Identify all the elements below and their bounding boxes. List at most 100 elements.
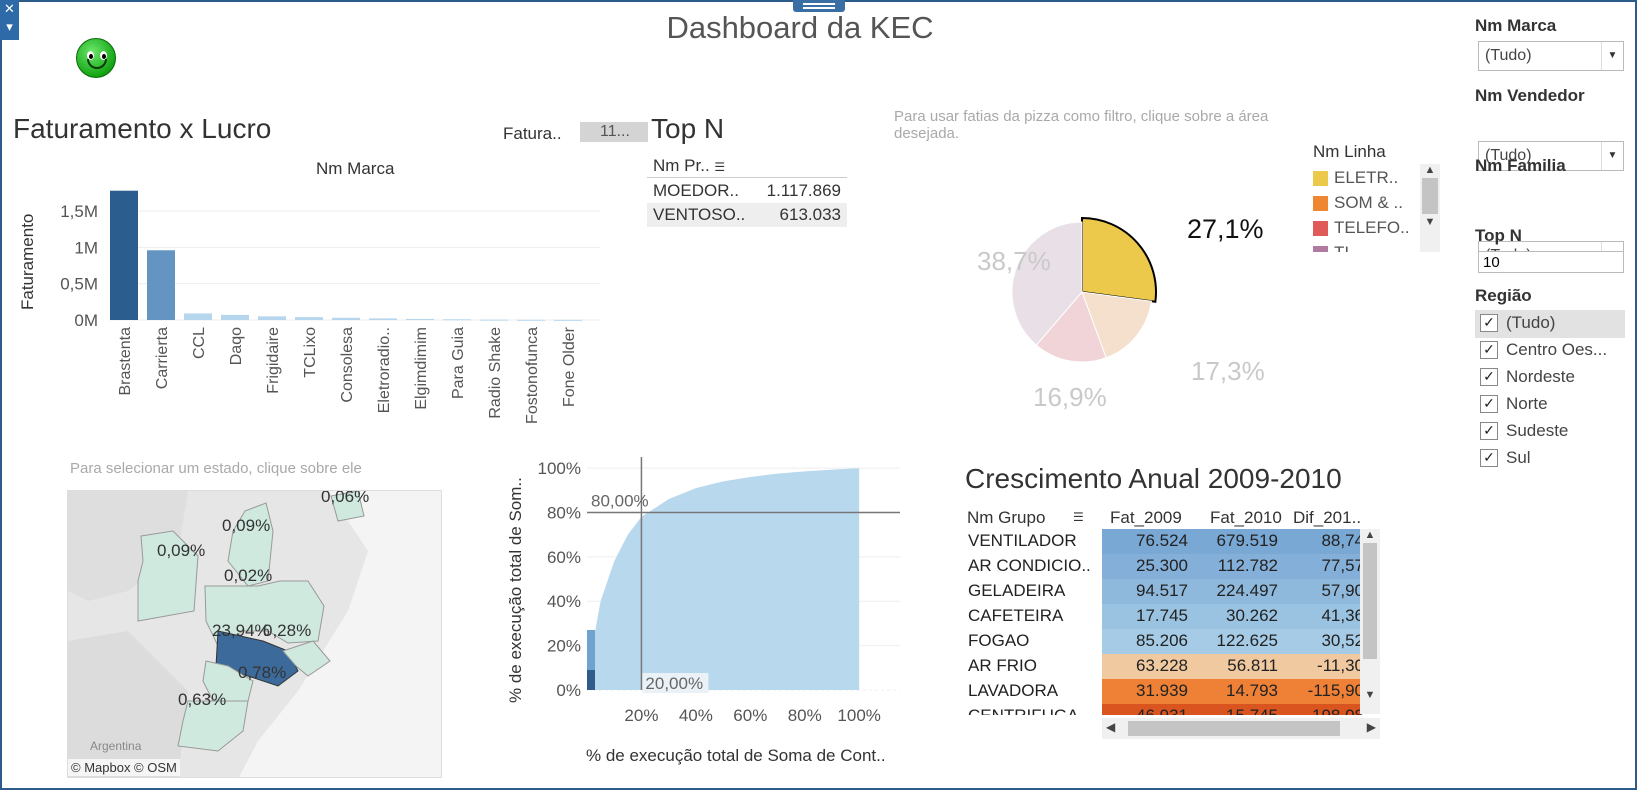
pie-slice[interactable] xyxy=(1035,291,1107,363)
pie-slice[interactable] xyxy=(1081,291,1152,359)
checkbox-icon[interactable]: ✓ xyxy=(1480,421,1498,440)
bar-chart[interactable]: 1,5M 1M 0,5M 0M Brastenta Carrierta CCL Daqo Fr… xyxy=(0,170,620,440)
cell-grupo: LAVADORA xyxy=(968,681,1059,700)
x-tick-label: 20% xyxy=(624,706,658,725)
bar[interactable] xyxy=(258,316,286,320)
map-hint: Para selecionar um estado, clique sobre … xyxy=(70,460,362,477)
pie-hint: Para usar fatias da pizza como filtro, c… xyxy=(894,108,1269,142)
legend-item[interactable]: TELEFO.. xyxy=(1313,218,1410,240)
pareto-area[interactable] xyxy=(587,468,860,690)
region-option-sul[interactable]: ✓ Sul xyxy=(1480,447,1626,473)
map-shapes[interactable] xyxy=(68,491,442,778)
legend-label: ELETR.. xyxy=(1334,168,1399,187)
scroll-left-icon[interactable]: ◀ xyxy=(1106,720,1116,734)
bar[interactable] xyxy=(443,319,471,321)
table-vscrollbar[interactable]: ▲ ▼ xyxy=(1360,529,1380,714)
scroll-thumb[interactable] xyxy=(1422,178,1438,214)
table-row[interactable]: AR FRIO 63.228 56.811 -11,30 xyxy=(960,654,1380,679)
topn-value: 613.033 xyxy=(779,205,841,224)
table-row[interactable]: GELADEIRA 94.517 224.497 57,90 xyxy=(960,579,1380,604)
checkbox-icon[interactable]: ✓ xyxy=(1480,448,1498,467)
table-row[interactable]: CAFETEIRA 17.745 30.262 41,36 xyxy=(960,604,1380,629)
checkbox-icon[interactable]: ✓ xyxy=(1480,367,1498,386)
scroll-up-icon[interactable]: ▲ xyxy=(1424,164,1436,176)
table-row[interactable]: MOEDOR.. 1.117.869 xyxy=(647,179,847,203)
col-header-dif[interactable]: Dif_201.. xyxy=(1293,508,1362,527)
bar[interactable] xyxy=(554,319,582,321)
crescimento-table: VENTILADOR 76.524 679.519 88,74 AR CONDICIO.… xyxy=(960,529,1380,715)
chevron-down-icon[interactable]: ▼ xyxy=(1601,142,1623,170)
filter-marca-select[interactable]: (Tudo) ▼ xyxy=(1478,41,1624,71)
bar[interactable] xyxy=(406,318,434,320)
map-attribution[interactable]: © Mapbox © OSM xyxy=(68,759,180,776)
x-tick-label: Frigidaire xyxy=(265,327,282,394)
map[interactable]: 0,06% 0,09% 0,09% 0,02% 23,94% 0,28% 0,7… xyxy=(67,490,442,778)
sort-icon[interactable]: ☰ xyxy=(1073,510,1084,524)
legend-swatch xyxy=(1313,171,1328,187)
col-header-grupo[interactable]: Nm Grupo xyxy=(967,508,1046,527)
scroll-thumb[interactable] xyxy=(1128,721,1340,736)
faturamento-param-value[interactable]: 11... xyxy=(580,122,648,142)
scroll-down-icon[interactable]: ▼ xyxy=(1364,689,1376,701)
checkbox-icon[interactable]: ✓ xyxy=(1480,394,1498,413)
bar[interactable] xyxy=(295,317,323,320)
scroll-down-icon[interactable]: ▼ xyxy=(1424,216,1436,228)
bar[interactable] xyxy=(147,250,175,320)
legend-scrollbar[interactable]: ▲ ▼ xyxy=(1420,164,1440,252)
pareto-x-axis-label: % de execução total de Soma de Cont.. xyxy=(586,746,886,765)
table-row[interactable]: VENTOSO.. 613.033 xyxy=(647,203,847,227)
cell-dif: 30,52 xyxy=(1321,631,1364,650)
pie-slice[interactable] xyxy=(1081,216,1157,303)
pareto-chart[interactable]: 80,00% 20,00% 100% 80% 60% 40% 20% 0% 20% 40% 60%… xyxy=(530,455,930,755)
reference-label-x: 20,00% xyxy=(645,674,703,693)
checkbox-icon[interactable]: ✓ xyxy=(1480,313,1498,332)
legend-label: SOM & .. xyxy=(1334,193,1403,212)
cell-f2009: 76.524 xyxy=(1136,531,1188,550)
col-header-fat2009[interactable]: Fat_2009 xyxy=(1110,508,1182,527)
filter-vendedor-select[interactable]: (Tudo) ▼ xyxy=(1478,141,1624,171)
bar[interactable] xyxy=(332,317,360,320)
map-label: 0,78% xyxy=(238,663,287,682)
map-label: 0,28% xyxy=(263,621,312,640)
drag-handle[interactable] xyxy=(793,0,845,12)
table-row[interactable]: AR CONDICIO.. 25.300 112.782 77,57 xyxy=(960,554,1380,579)
legend-item[interactable]: ELETR.. xyxy=(1313,168,1398,190)
table-row[interactable]: LAVADORA 31.939 14.793 -115,90 xyxy=(960,679,1380,704)
bar[interactable] xyxy=(517,319,545,321)
region-option-tudo[interactable]: ✓ (Tudo) xyxy=(1480,312,1626,338)
scroll-up-icon[interactable]: ▲ xyxy=(1364,529,1376,541)
legend-item[interactable]: SOM & .. xyxy=(1313,193,1403,215)
filter-topn-input[interactable] xyxy=(1478,251,1624,273)
sort-icon[interactable]: ☰ xyxy=(714,160,726,174)
legend-item[interactable]: TI xyxy=(1313,243,1349,252)
region-option-norte[interactable]: ✓ Norte xyxy=(1480,393,1626,419)
scroll-right-icon[interactable]: ▶ xyxy=(1366,720,1376,734)
checkbox-icon[interactable]: ✓ xyxy=(1480,340,1498,359)
x-tick-label: Fostonofunca xyxy=(524,327,541,424)
col-header-fat2010[interactable]: Fat_2010 xyxy=(1210,508,1282,527)
x-tick-label: Elgimdimim xyxy=(413,327,430,410)
bar[interactable] xyxy=(110,190,138,320)
region-option-centro-oeste[interactable]: ✓ Centro Oes... xyxy=(1480,339,1626,365)
close-icon[interactable]: ✕ ▾ xyxy=(0,0,19,40)
scroll-thumb[interactable] xyxy=(1363,543,1377,659)
pie-slice[interactable] xyxy=(1011,221,1083,346)
pie-chart[interactable]: 27,1% 17,3% 16,9% 38,7% xyxy=(940,190,1320,440)
cell-f2010: 14.793 xyxy=(1226,681,1278,700)
region-option-sudeste[interactable]: ✓ Sudeste xyxy=(1480,420,1626,446)
cell-grupo: CAFETEIRA xyxy=(968,606,1064,625)
bar[interactable] xyxy=(480,319,508,321)
chevron-down-icon[interactable]: ▼ xyxy=(1601,42,1623,70)
bar[interactable] xyxy=(184,313,212,320)
table-row[interactable]: CENTRIFUGA 46.931 15.745 -198,08 xyxy=(960,704,1380,715)
y-tick-label: 60% xyxy=(547,548,581,567)
x-tick-label: Fone Older xyxy=(561,326,578,407)
bar[interactable] xyxy=(369,318,397,320)
x-tick-label: 80% xyxy=(788,706,822,725)
topn-header-label: Nm Pr.. xyxy=(653,156,710,175)
table-row[interactable]: FOGAO 85.206 122.625 30,52 xyxy=(960,629,1380,654)
bar[interactable] xyxy=(221,314,249,320)
table-row[interactable]: VENTILADOR 76.524 679.519 88,74 xyxy=(960,529,1380,554)
table-hscrollbar[interactable]: ◀ ▶ xyxy=(1102,718,1380,739)
region-option-nordeste[interactable]: ✓ Nordeste xyxy=(1480,366,1626,392)
